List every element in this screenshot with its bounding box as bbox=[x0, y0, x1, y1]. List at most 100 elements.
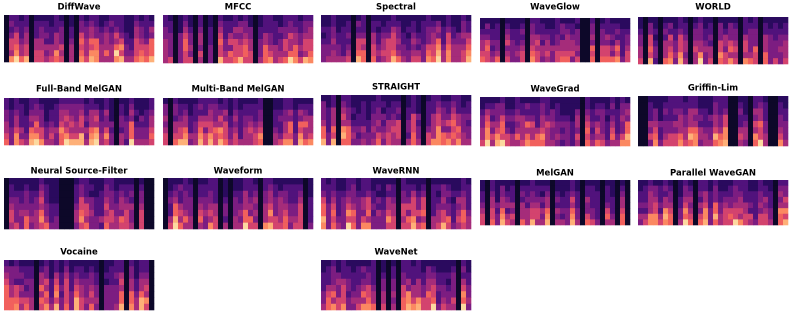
spectrogram-cell bbox=[510, 115, 515, 121]
spectrogram-cell bbox=[34, 56, 39, 62]
spectrogram-cell bbox=[703, 96, 708, 103]
spectrogram-cell bbox=[456, 279, 461, 286]
spectrogram-cell bbox=[268, 21, 273, 27]
spectrogram-cell bbox=[303, 21, 308, 27]
spectrogram-cell bbox=[421, 39, 426, 45]
spectrogram-cell bbox=[356, 273, 361, 280]
spectrogram-cell bbox=[79, 98, 84, 104]
spectrogram-cell bbox=[381, 44, 386, 50]
spectrogram-cell bbox=[188, 184, 193, 191]
spectrogram-cell bbox=[223, 178, 228, 185]
spectrogram-cell bbox=[253, 184, 258, 191]
spectrogram-cell bbox=[346, 133, 351, 140]
spectrogram-cell bbox=[768, 58, 773, 64]
spectrogram-cell bbox=[545, 203, 550, 209]
spectrogram-cell bbox=[29, 266, 34, 273]
spectrogram-cell bbox=[19, 33, 24, 39]
spectrogram-cell bbox=[34, 291, 39, 298]
spectrogram-cell bbox=[139, 216, 144, 223]
spectrogram-cell bbox=[703, 140, 708, 147]
spectrogram-cell bbox=[570, 140, 575, 146]
spectrogram-cell bbox=[218, 223, 223, 230]
spectrogram-cell bbox=[520, 208, 525, 214]
spectrogram-cell bbox=[658, 186, 663, 192]
spectrogram-cell bbox=[595, 97, 600, 103]
spectrogram-cell bbox=[426, 27, 431, 33]
spectrogram-cell bbox=[258, 184, 263, 191]
spectrogram-cell bbox=[168, 223, 173, 230]
spectrogram-cell bbox=[625, 103, 630, 109]
spectrogram-cell bbox=[331, 133, 336, 140]
spectrogram-cell bbox=[585, 51, 590, 57]
spectrogram-cell bbox=[456, 298, 461, 305]
spectrogram-cell bbox=[436, 298, 441, 305]
spectrogram-cell bbox=[79, 110, 84, 116]
spectrogram-cell bbox=[590, 46, 595, 52]
spectrogram-cell bbox=[391, 95, 396, 102]
spectrogram-cell bbox=[520, 134, 525, 140]
spectrogram-cell bbox=[303, 216, 308, 223]
spectrogram-cell bbox=[610, 109, 615, 115]
spectrogram-cell bbox=[411, 191, 416, 198]
spectrogram-cell bbox=[381, 50, 386, 56]
spectrogram-cell bbox=[638, 121, 643, 128]
spectrogram-cell bbox=[273, 184, 278, 191]
spectrogram-cell bbox=[575, 134, 580, 140]
spectrogram-cell bbox=[376, 50, 381, 56]
spectrogram-cell bbox=[173, 184, 178, 191]
spectrogram-cell bbox=[456, 126, 461, 133]
spectrogram-cell bbox=[778, 46, 783, 52]
spectrogram-cell bbox=[64, 184, 69, 191]
spectrogram-cell bbox=[54, 260, 59, 267]
spectrogram-cell bbox=[703, 17, 708, 23]
spectrogram-cell bbox=[64, 116, 69, 122]
spectrogram-cell bbox=[9, 116, 14, 122]
spectrogram-cell bbox=[396, 44, 401, 50]
spectrogram-cell bbox=[303, 223, 308, 230]
spectrogram-cell bbox=[326, 285, 331, 292]
spectrogram-cell bbox=[341, 108, 346, 115]
spectrogram-cell bbox=[129, 104, 134, 110]
spectrogram-cell bbox=[515, 208, 520, 214]
spectrogram-cell bbox=[386, 108, 391, 115]
spectrogram-cell bbox=[396, 108, 401, 115]
spectrogram-cell bbox=[258, 191, 263, 198]
spectrogram-cell bbox=[461, 139, 466, 146]
spectrogram-cell bbox=[411, 304, 416, 311]
spectrogram-cell bbox=[351, 273, 356, 280]
spectrogram-cell bbox=[39, 127, 44, 133]
spectrogram-cell bbox=[688, 23, 693, 29]
spectrogram-cell bbox=[743, 29, 748, 35]
spectrogram-cell bbox=[69, 33, 74, 39]
spectrogram-cell bbox=[763, 219, 768, 225]
spectrogram-cell bbox=[356, 260, 361, 267]
spectrogram-cell bbox=[321, 260, 326, 267]
spectrogram-cell bbox=[490, 208, 495, 214]
spectrogram-cell bbox=[540, 128, 545, 134]
spectrogram-cell bbox=[39, 122, 44, 128]
spectrogram-cell bbox=[278, 223, 283, 230]
spectrogram-cell bbox=[283, 39, 288, 45]
spectrogram-cell bbox=[24, 116, 29, 122]
spectrogram-cell bbox=[303, 197, 308, 204]
spectrogram-cell bbox=[763, 186, 768, 192]
spectrogram-cell bbox=[89, 266, 94, 273]
spectrogram-cell bbox=[728, 121, 733, 128]
spectrogram-cell bbox=[99, 279, 104, 286]
spectrogram-cell bbox=[104, 260, 109, 267]
spectrogram-cell bbox=[99, 44, 104, 50]
spectrogram-cell bbox=[456, 210, 461, 217]
spectrogram-cell bbox=[24, 260, 29, 267]
spectrogram-cell bbox=[658, 52, 663, 58]
spectrogram-cell bbox=[643, 102, 648, 109]
spectrogram-cell bbox=[163, 21, 168, 27]
spectrogram-cell bbox=[238, 210, 243, 217]
spectrogram-cell bbox=[658, 23, 663, 29]
spectrogram-cell bbox=[570, 122, 575, 128]
spectrogram-cell bbox=[253, 216, 258, 223]
spectrogram-cell bbox=[238, 191, 243, 198]
spectrogram-cell bbox=[515, 115, 520, 121]
spectrogram-cell bbox=[163, 216, 168, 223]
spectrogram-cell bbox=[753, 17, 758, 23]
